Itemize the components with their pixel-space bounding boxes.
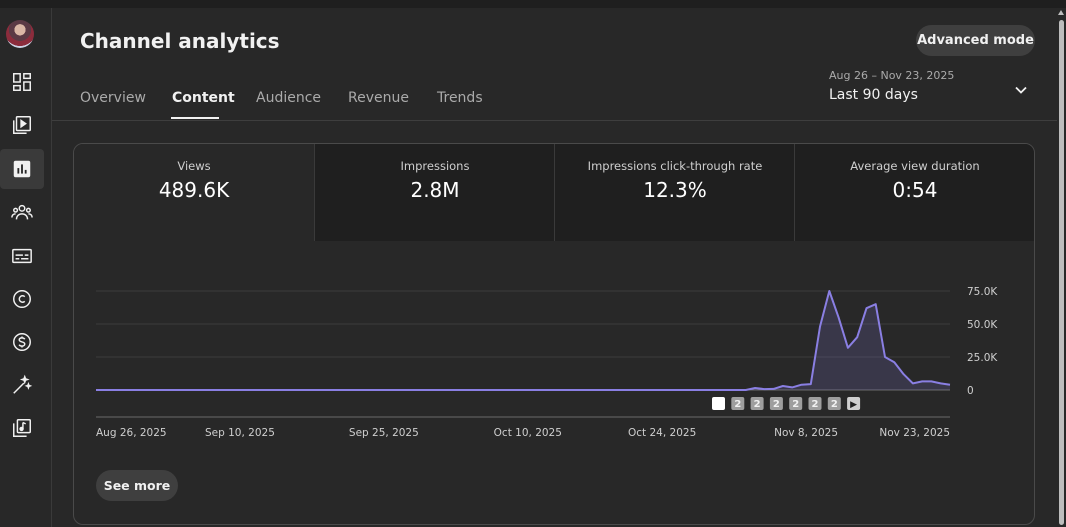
metric-value: 0:54 <box>892 178 938 202</box>
x-tick-label: Nov 23, 2025 <box>879 427 950 439</box>
header-divider <box>52 120 1057 121</box>
community-icon[interactable] <box>0 192 44 232</box>
customization-icon[interactable] <box>0 365 44 405</box>
views-chart-svg: 75.0K 50.0K 25.0K 0 2 2 2 2 2 2 ▶ Aug 26, 2025 Sep 1… <box>96 286 998 439</box>
event-marker <box>789 397 803 410</box>
y-tick-label: 25.0K <box>967 352 998 364</box>
scroll-thumb[interactable] <box>1059 20 1064 525</box>
event-marker-label: 2 <box>773 399 780 410</box>
metric-ctr[interactable]: Impressions click-through rate 12.3% <box>555 144 795 241</box>
event-marker <box>847 397 861 410</box>
metric-separator <box>794 144 795 241</box>
views-chart: 75.0K 50.0K 25.0K 0 2 2 2 2 2 2 ▶ Aug 26, 2025 Sep 1… <box>74 241 1034 524</box>
event-marker-label: 2 <box>812 399 819 410</box>
x-tick-label: Oct 24, 2025 <box>628 427 696 439</box>
metric-impressions[interactable]: Impressions 2.8M <box>315 144 555 241</box>
event-marker <box>808 397 822 410</box>
metric-label: Impressions <box>400 159 470 173</box>
tab-revenue[interactable]: Revenue <box>348 90 409 106</box>
y-tick-label: 0 <box>967 385 974 397</box>
event-marker <box>731 397 745 410</box>
tab-audience[interactable]: Audience <box>256 90 322 106</box>
x-tick-label: Aug 26, 2025 <box>96 427 167 439</box>
event-marker <box>769 397 783 410</box>
metric-separator <box>314 144 315 241</box>
x-tick-label: Nov 8, 2025 <box>774 427 838 439</box>
metric-avg-view-duration[interactable]: Average view duration 0:54 <box>795 144 1034 241</box>
event-marker <box>750 397 764 410</box>
x-tick-label: Sep 25, 2025 <box>349 427 419 439</box>
advanced-mode-button[interactable]: Advanced mode <box>916 25 1035 56</box>
metric-views[interactable]: Views 489.6K <box>74 144 314 241</box>
metric-label: Average view duration <box>850 159 980 173</box>
event-marker-label: 2 <box>754 399 761 410</box>
date-range-dates[interactable]: Aug 26 – Nov 23, 2025 <box>829 69 955 82</box>
chevron-down-icon[interactable] <box>1012 81 1030 99</box>
event-marker <box>712 397 725 410</box>
metric-value: 2.8M <box>410 178 460 202</box>
scroll-up-arrow[interactable] <box>1058 10 1064 15</box>
audio-library-icon[interactable] <box>0 408 44 448</box>
copyright-icon[interactable] <box>0 279 44 319</box>
page-title: Channel analytics <box>80 29 280 53</box>
tab-overview[interactable]: Overview <box>80 90 146 106</box>
x-tick-label: Oct 10, 2025 <box>494 427 562 439</box>
event-marker-label: ▶ <box>850 400 857 410</box>
x-tick-label: Sep 10, 2025 <box>205 427 275 439</box>
subtitles-icon[interactable] <box>0 236 44 276</box>
views-line <box>96 290 951 391</box>
active-tab-indicator <box>171 117 219 119</box>
metric-value: 489.6K <box>158 178 230 202</box>
main-area: Channel analytics Advanced mode Overview… <box>52 8 1057 527</box>
y-tick-label: 75.0K <box>967 286 998 298</box>
date-range-label[interactable]: Last 90 days <box>829 87 918 103</box>
event-marker <box>827 397 841 410</box>
sidebar <box>0 8 52 527</box>
metric-value: 12.3% <box>643 178 707 202</box>
metric-separator <box>554 144 555 241</box>
event-marker-label: 2 <box>831 399 838 410</box>
analytics-icon[interactable] <box>0 149 44 189</box>
earn-icon[interactable] <box>0 322 44 362</box>
channel-avatar[interactable] <box>6 20 34 48</box>
page-scrollbar[interactable] <box>1057 8 1066 527</box>
dashboard-icon[interactable] <box>0 62 44 102</box>
event-marker-label: 2 <box>734 399 741 410</box>
metrics-card: Views 489.6K Impressions 2.8M Impression… <box>73 143 1035 525</box>
tab-content[interactable]: Content <box>172 90 235 106</box>
window-top-edge <box>0 0 1066 8</box>
metric-label: Views <box>177 159 211 173</box>
y-tick-label: 50.0K <box>967 319 998 331</box>
content-icon[interactable] <box>0 105 44 145</box>
tab-trends[interactable]: Trends <box>437 90 483 106</box>
metric-label: Impressions click-through rate <box>587 159 763 173</box>
views-area <box>96 291 950 390</box>
event-marker-label: 2 <box>792 399 799 410</box>
see-more-button[interactable]: See more <box>96 470 178 501</box>
